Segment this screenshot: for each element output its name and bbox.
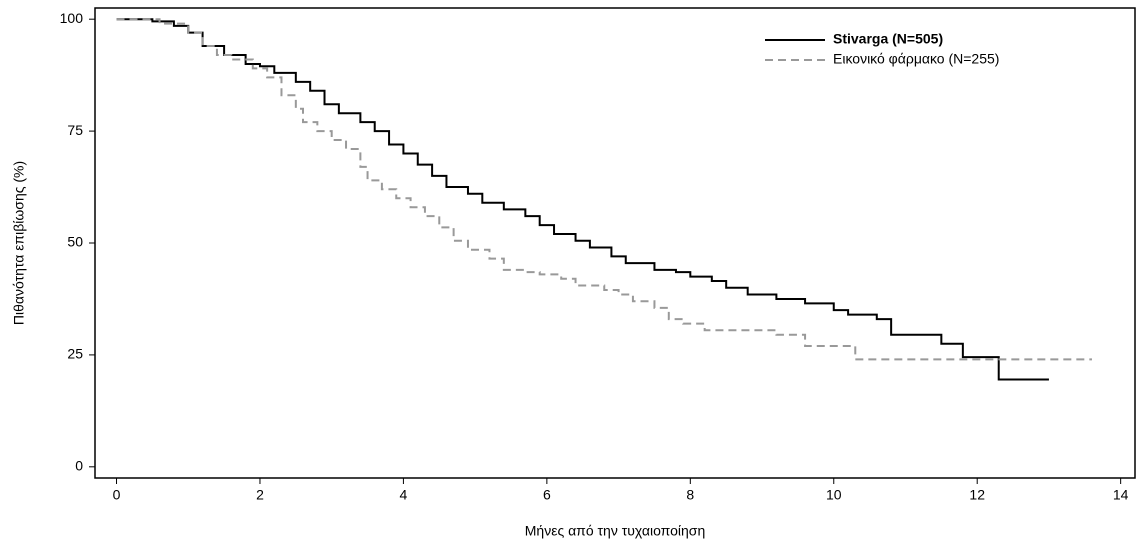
y-axis-label: Πιθανότητα επιβίωσης (%) bbox=[11, 161, 27, 325]
y-tick-label: 50 bbox=[67, 234, 83, 250]
y-tick-label: 25 bbox=[67, 346, 83, 362]
x-tick-label: 12 bbox=[969, 487, 985, 503]
survival-curve bbox=[116, 18, 1092, 361]
x-tick-label: 4 bbox=[400, 487, 408, 503]
x-tick-label: 10 bbox=[826, 487, 842, 503]
x-axis-label: Μήνες από την τυχαιοποίηση bbox=[525, 523, 705, 539]
y-tick-label: 75 bbox=[67, 122, 83, 138]
x-tick-label: 0 bbox=[113, 487, 121, 503]
x-tick-label: 14 bbox=[1113, 487, 1129, 503]
y-tick-label: 0 bbox=[75, 458, 83, 474]
x-tick-label: 2 bbox=[256, 487, 264, 503]
y-tick-label: 100 bbox=[60, 10, 84, 26]
legend-label: Εικονικό φάρμακο (N=255) bbox=[833, 51, 999, 67]
survival-curve bbox=[116, 18, 1049, 381]
x-tick-label: 8 bbox=[686, 487, 694, 503]
legend-label: Stivarga (N=505) bbox=[833, 31, 943, 47]
x-tick-label: 6 bbox=[543, 487, 551, 503]
plot-frame bbox=[94, 7, 1136, 479]
